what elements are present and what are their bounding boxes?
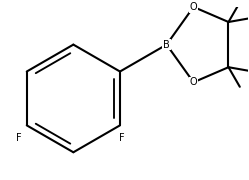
Text: O: O xyxy=(190,77,197,87)
Text: F: F xyxy=(16,133,21,143)
Text: B: B xyxy=(163,40,170,50)
Text: O: O xyxy=(190,2,197,12)
Text: F: F xyxy=(119,133,125,143)
